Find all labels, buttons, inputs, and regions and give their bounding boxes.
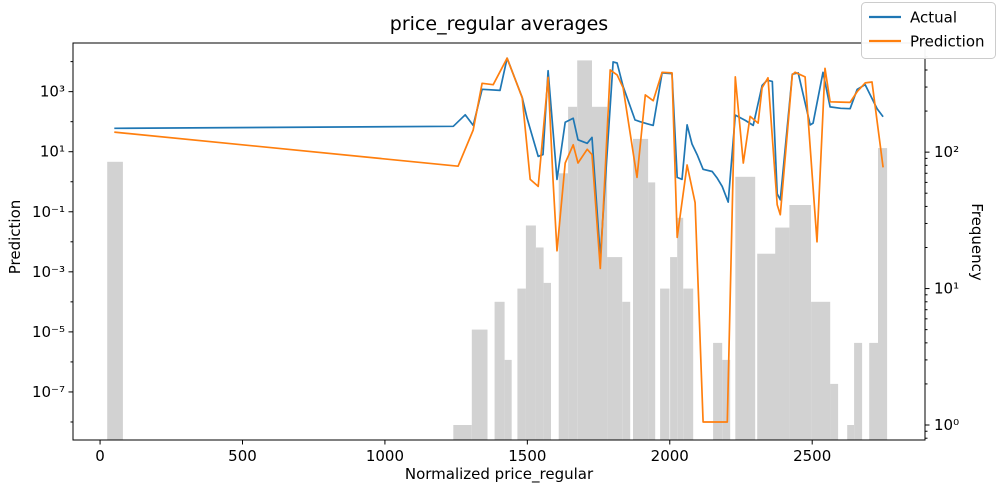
histogram-bar xyxy=(683,288,694,440)
histogram-bar xyxy=(622,301,631,440)
histogram-bar xyxy=(494,301,505,440)
histogram-bar xyxy=(735,176,756,441)
y-left-tick-label: 10⁻¹ xyxy=(32,203,65,221)
actual-line xyxy=(114,57,884,259)
y-left-axis-label: Prediction xyxy=(6,200,24,275)
histogram-bar xyxy=(633,138,649,440)
histogram-bar xyxy=(757,253,781,440)
x-tick-label: 1000 xyxy=(366,447,404,465)
x-tick-label: 1500 xyxy=(508,447,546,465)
x-axis-label: Normalized price_regular xyxy=(405,465,594,484)
y-right-tick-label: 10⁰ xyxy=(934,416,959,434)
legend-label-actual: Actual xyxy=(910,9,957,27)
y-right-axis-label: Frequency xyxy=(968,203,986,281)
histogram-bar xyxy=(535,247,544,440)
x-tick-label: 2500 xyxy=(793,447,831,465)
histogram-bar xyxy=(660,288,670,440)
histogram-bar xyxy=(471,329,488,440)
legend-label-prediction: Prediction xyxy=(910,33,985,51)
histogram-bar xyxy=(592,106,608,441)
histogram-bar xyxy=(775,227,790,440)
histogram-bar xyxy=(568,106,578,441)
histogram-bar xyxy=(504,359,512,440)
histogram-bar xyxy=(577,60,592,441)
chart-title: price_regular averages xyxy=(390,13,608,35)
x-tick-label: 2000 xyxy=(651,447,689,465)
histogram-bar xyxy=(847,425,854,440)
histogram-bar xyxy=(607,257,623,440)
histogram-bar xyxy=(722,359,731,440)
histogram-bar xyxy=(453,425,472,440)
histogram-bar xyxy=(811,301,831,440)
y-left-tick-label: 10¹ xyxy=(40,143,65,161)
histogram-bar xyxy=(558,173,569,441)
histogram-bar xyxy=(517,288,526,440)
y-right-tick-label: 10¹ xyxy=(934,280,959,298)
y-right-tick-label: 10² xyxy=(934,143,959,161)
x-tick-label: 500 xyxy=(228,447,257,465)
histogram-bar xyxy=(830,383,839,440)
y-left-tick-label: 10⁻³ xyxy=(32,263,65,281)
histogram-bar xyxy=(107,161,123,441)
prediction-line xyxy=(114,57,884,423)
histogram-bar xyxy=(648,182,656,440)
histogram-bar xyxy=(670,257,678,440)
y-left-tick-label: 10⁻⁵ xyxy=(32,323,65,341)
histogram-bar xyxy=(878,148,888,440)
histogram xyxy=(107,60,888,441)
histogram-bar xyxy=(869,342,878,440)
histogram-bar xyxy=(789,205,811,440)
legend: Actual Prediction xyxy=(861,2,996,59)
histogram-bar xyxy=(677,217,684,440)
histogram-bar xyxy=(525,225,536,440)
y-left-tick-label: 10⁻⁷ xyxy=(32,383,65,401)
histogram-bar xyxy=(713,342,723,440)
histogram-bar xyxy=(854,342,863,440)
y-left-tick-label: 10³ xyxy=(40,83,65,101)
histogram-bar xyxy=(543,282,551,440)
x-tick-label: 0 xyxy=(95,447,105,465)
axis-ticks xyxy=(68,45,930,445)
